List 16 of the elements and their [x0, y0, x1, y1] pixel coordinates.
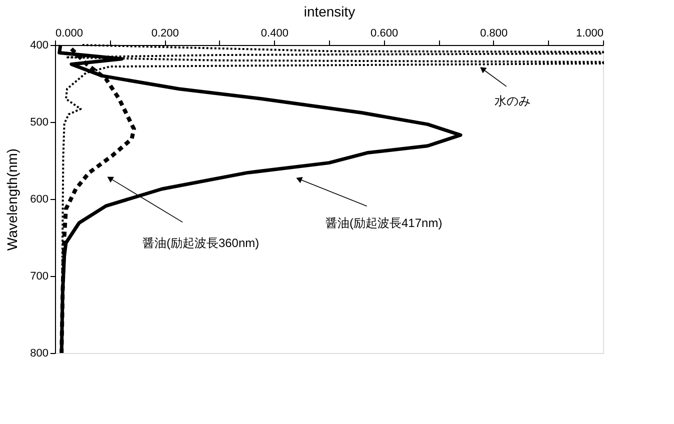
- y-tick-label: 400: [30, 40, 48, 52]
- y-tick-label: 500: [30, 116, 48, 128]
- x-tick-label: 0.800: [480, 28, 508, 40]
- x-tick-label: 0.200: [151, 28, 179, 40]
- x-axis-title: intensity: [304, 4, 356, 20]
- y-tick-label: 800: [30, 348, 48, 360]
- x-tick-label: 1.000: [576, 28, 604, 40]
- x-tick-label: 0.400: [260, 28, 288, 40]
- annotation: 醤油(励起波長417nm): [326, 216, 442, 230]
- annotation: 水のみ: [494, 94, 530, 108]
- y-axis-title: Wavelength(nm): [4, 148, 20, 251]
- y-tick-label: 700: [30, 270, 48, 282]
- x-tick-label: 0.600: [370, 28, 398, 40]
- annotation: 醤油(励起波長360nm): [142, 236, 260, 250]
- y-tick-label: 600: [30, 194, 48, 206]
- x-tick-label: 0.000: [56, 28, 84, 40]
